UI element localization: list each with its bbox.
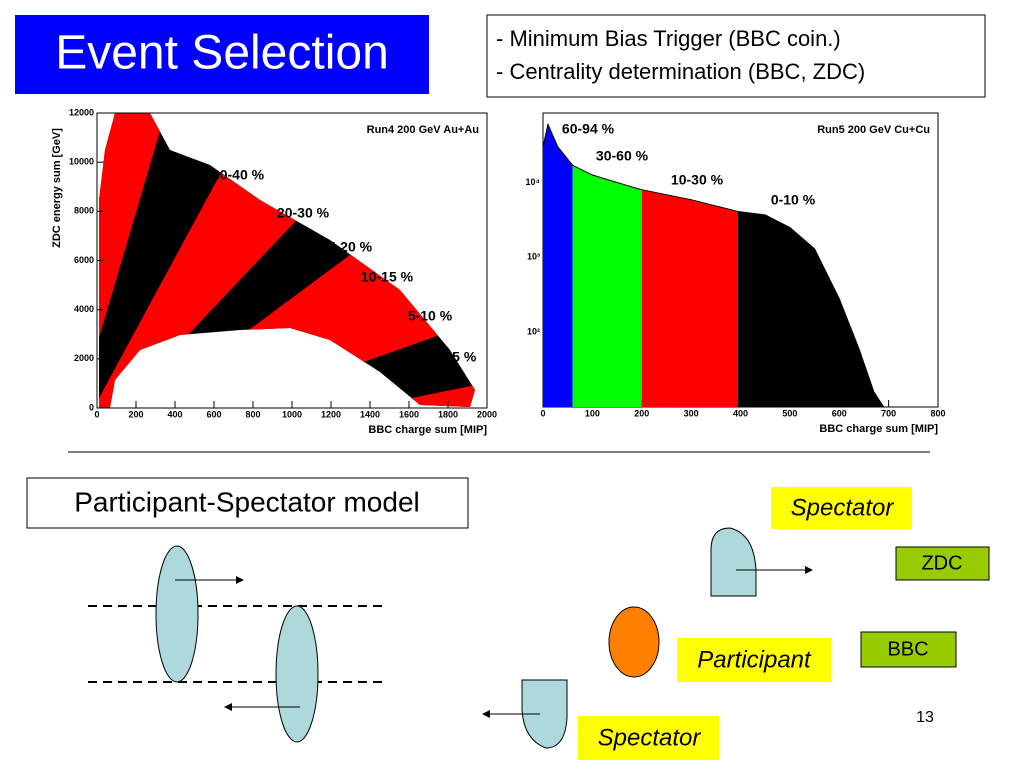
y-axis-label: ZDC energy sum [GeV] [51, 128, 63, 248]
x-tick-label: 600 [832, 408, 847, 418]
x-tick-label: 1600 [399, 409, 419, 419]
note: - Centrality determination (BBC, ZDC) [496, 59, 865, 84]
x-tick-label: 300 [684, 408, 699, 418]
band-label: 60-94 % [562, 121, 615, 137]
band [641, 124, 739, 407]
band-label: 30-40 % [212, 167, 265, 183]
y-tick-label: 12000 [69, 107, 94, 117]
band-label: 15-20 % [320, 239, 373, 255]
label-box [771, 487, 912, 529]
chart-title: Run4 200 GeV Au+Au [367, 124, 479, 136]
spectator-label: Spectator [598, 724, 702, 751]
y-tick-label: 0 [89, 402, 94, 412]
y-tick-label: 8000 [74, 206, 94, 216]
x-tick-label: 500 [782, 408, 797, 418]
band [738, 124, 884, 407]
y-tick-label: 10² [527, 327, 540, 337]
zdc-label: ZDC [921, 552, 962, 574]
band-label: 20-30 % [277, 205, 330, 221]
x-tick-label: 800 [245, 409, 260, 419]
scatter-wedge [99, 113, 287, 408]
spectator-shape [710, 527, 757, 597]
arrowhead [236, 576, 244, 584]
x-tick-label: 200 [634, 408, 649, 418]
x-tick-label: 400 [167, 409, 182, 419]
y-tick-label: 4000 [74, 304, 94, 314]
title: Event Selection [55, 27, 389, 80]
x-tick-label: 600 [206, 409, 221, 419]
x-tick-label: 1400 [360, 409, 380, 419]
x-tick-label: 1200 [321, 409, 341, 419]
band-label: 0-5 % [440, 349, 477, 365]
x-tick-label: 800 [930, 408, 945, 418]
x-tick-label: 700 [881, 408, 896, 418]
label-box [677, 638, 831, 682]
y-tick-label: 10³ [527, 252, 540, 262]
band-label: 10-15 % [361, 269, 414, 285]
x-axis-label: BBC charge sum [MIP] [819, 423, 938, 435]
x-tick-label: 100 [585, 408, 600, 418]
page-number: 13 [916, 709, 934, 726]
band-label: 30-60 % [596, 148, 649, 164]
x-tick-label: 400 [733, 408, 748, 418]
arrowhead [482, 710, 490, 718]
scatter-region [99, 113, 475, 408]
band-label: 0-10 % [771, 192, 816, 208]
nucleus [275, 605, 319, 743]
band-label: 5-10 % [408, 308, 453, 324]
bands [543, 124, 884, 407]
histogram-plot: 0 100 200 300 400 500 600 700 800 10² 10³ 10⁴ BBC ch… [526, 112, 946, 435]
band [543, 124, 573, 407]
chart-title: Run5 200 GeV Cu+Cu [817, 124, 930, 136]
nucleus [155, 545, 199, 683]
x-tick-label: 0 [540, 408, 545, 418]
x-tick-label: 200 [128, 409, 143, 419]
spectator-shape [521, 679, 568, 749]
participant-label: Participant [697, 646, 812, 673]
arrowhead [805, 566, 813, 574]
y-tick-label: 2000 [74, 353, 94, 363]
x-tick-label: 1800 [438, 409, 458, 419]
detector-box [860, 631, 957, 668]
x-tick-label: 1000 [282, 409, 302, 419]
label-box [578, 716, 719, 760]
notes-box [486, 14, 986, 98]
y-tick-label: 10⁴ [526, 177, 540, 187]
x-axis-label: BBC charge sum [MIP] [368, 424, 487, 436]
y-tick-label: 6000 [74, 255, 94, 265]
band-label: 10-30 % [671, 172, 724, 188]
spectator-label: Spectator [791, 494, 895, 521]
y-tick-label: 10000 [69, 157, 94, 167]
x-tick-label: 0 [94, 409, 99, 419]
note: - Minimum Bias Trigger (BBC coin.) [496, 26, 841, 51]
histogram-envelope [542, 122, 885, 408]
bbc-label: BBC [887, 638, 928, 660]
arrowhead [224, 703, 232, 711]
model-box [26, 477, 469, 529]
participant-shape [608, 606, 660, 678]
model-title: Participant-Spectator model [74, 486, 420, 517]
detector-box [895, 546, 990, 581]
title-box [15, 15, 429, 94]
x-tick-label: 2000 [477, 409, 497, 419]
